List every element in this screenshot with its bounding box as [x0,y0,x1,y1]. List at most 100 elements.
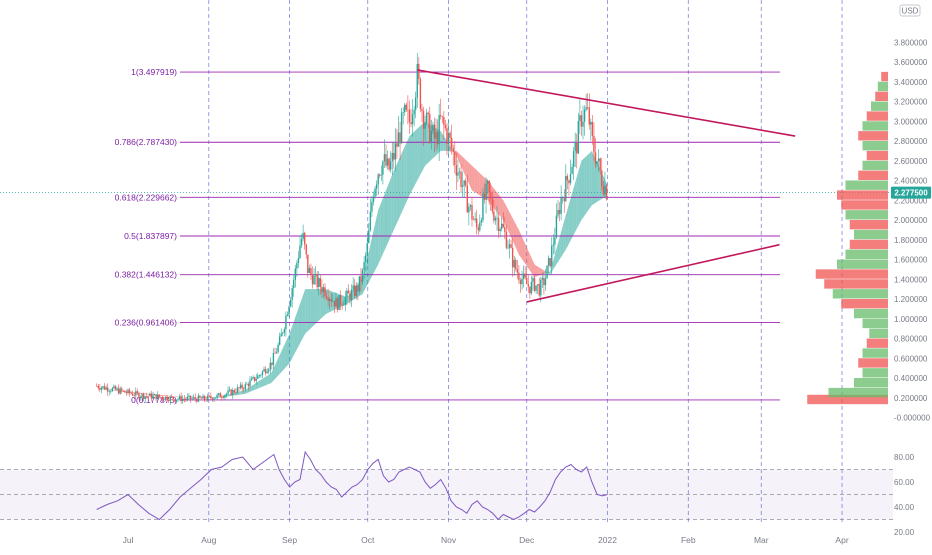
candle-body [302,233,303,239]
candle-body [445,125,446,128]
candle-body [440,115,441,116]
candle-body [423,111,424,129]
candle-body [263,369,264,371]
candle-body [501,224,502,229]
candle-body [548,258,549,266]
candle-body [141,394,142,397]
volume-profile-bar [881,72,888,81]
ribbon-segment [563,215,566,254]
candle-body [524,274,525,278]
candle-body [376,185,377,189]
ribbon-segment [441,131,444,151]
candle-body [402,112,403,113]
rsi-tick-label: 80.00 [894,453,915,462]
ribbon-segment [480,173,483,197]
candle-body [365,255,366,262]
candle-body [335,298,336,306]
candle-body [471,205,472,219]
ribbon-segment [553,253,556,271]
candle-body [123,391,124,392]
candle-body [170,397,171,401]
candle-body [271,363,272,365]
time-tick-label: Feb [681,535,696,545]
ribbon-segment [282,345,285,372]
ribbon-segment [402,148,405,213]
candle-body [417,64,418,98]
candle-body [435,132,436,139]
candle-body [148,396,149,397]
candle-body [598,159,599,162]
fib-level-label: 0.236(0.961406) [115,318,178,328]
candle-body [565,176,566,201]
candle-body [387,159,388,166]
candle-body [446,128,447,144]
candle-body [573,151,574,167]
candle-body [190,396,191,399]
ribbon-segment [475,168,478,194]
candle-body [354,285,355,296]
time-tick-label: Oct [361,535,375,545]
volume-profile-bar [858,171,888,180]
time-tick-label: Sep [282,535,297,545]
candle-body [404,105,405,112]
candle-body [582,122,583,127]
candle-body [149,394,150,397]
candle-body [418,64,419,79]
ribbon-segment [412,131,415,190]
candle-body [515,260,516,269]
candle-body [348,291,349,294]
candle-body [359,276,360,291]
candle-body [329,299,330,301]
ribbon-segment [555,243,558,266]
candle-body [129,390,130,393]
candle-body [368,230,369,243]
candle-body [481,220,482,222]
candle-body [478,228,479,231]
candle-body [144,396,145,399]
volume-profile-bar [863,141,889,150]
candle-body [234,390,235,392]
candle-body [593,136,594,152]
candle-body [287,314,288,315]
candle-body [215,398,216,399]
candle-body [562,197,563,198]
candle-body [426,113,427,123]
candle-body [174,399,175,401]
ribbon-segment [576,170,579,230]
candle-body [260,375,261,376]
time-tick-label: 2022 [598,535,617,545]
ribbon-segment [376,210,379,269]
candle-body [334,301,335,307]
ribbon-segment [561,224,564,257]
candle-body [549,258,550,266]
candle-body [237,387,238,392]
time-tick-label: Dec [519,535,535,545]
candle-body [503,224,504,227]
candlestick-series [96,53,607,405]
candle-body [107,388,108,392]
ribbon-segment [477,171,480,196]
candle-body [470,205,471,207]
candle-body [429,114,430,142]
candle-body [543,278,544,285]
candle-body [249,380,250,386]
ribbon-segment [519,230,522,258]
volume-profile-bar [837,260,888,269]
candle-body [173,397,174,399]
ribbon-segment [587,153,590,212]
volume-profile-bar [854,309,888,318]
ribbon-segment [566,206,569,250]
candle-body [218,393,219,394]
candle-body [540,280,541,296]
candle-body [551,246,552,267]
volume-profile-bar [875,92,888,101]
candle-body [517,269,518,273]
candle-body [395,143,396,159]
ribbon-segment [396,159,399,224]
price-tick-label: 3.200000 [894,98,928,107]
candle-body [113,386,114,388]
ribbon-segment [409,134,412,196]
price-tick-label: 2.400000 [894,177,928,186]
candle-body [535,286,536,291]
